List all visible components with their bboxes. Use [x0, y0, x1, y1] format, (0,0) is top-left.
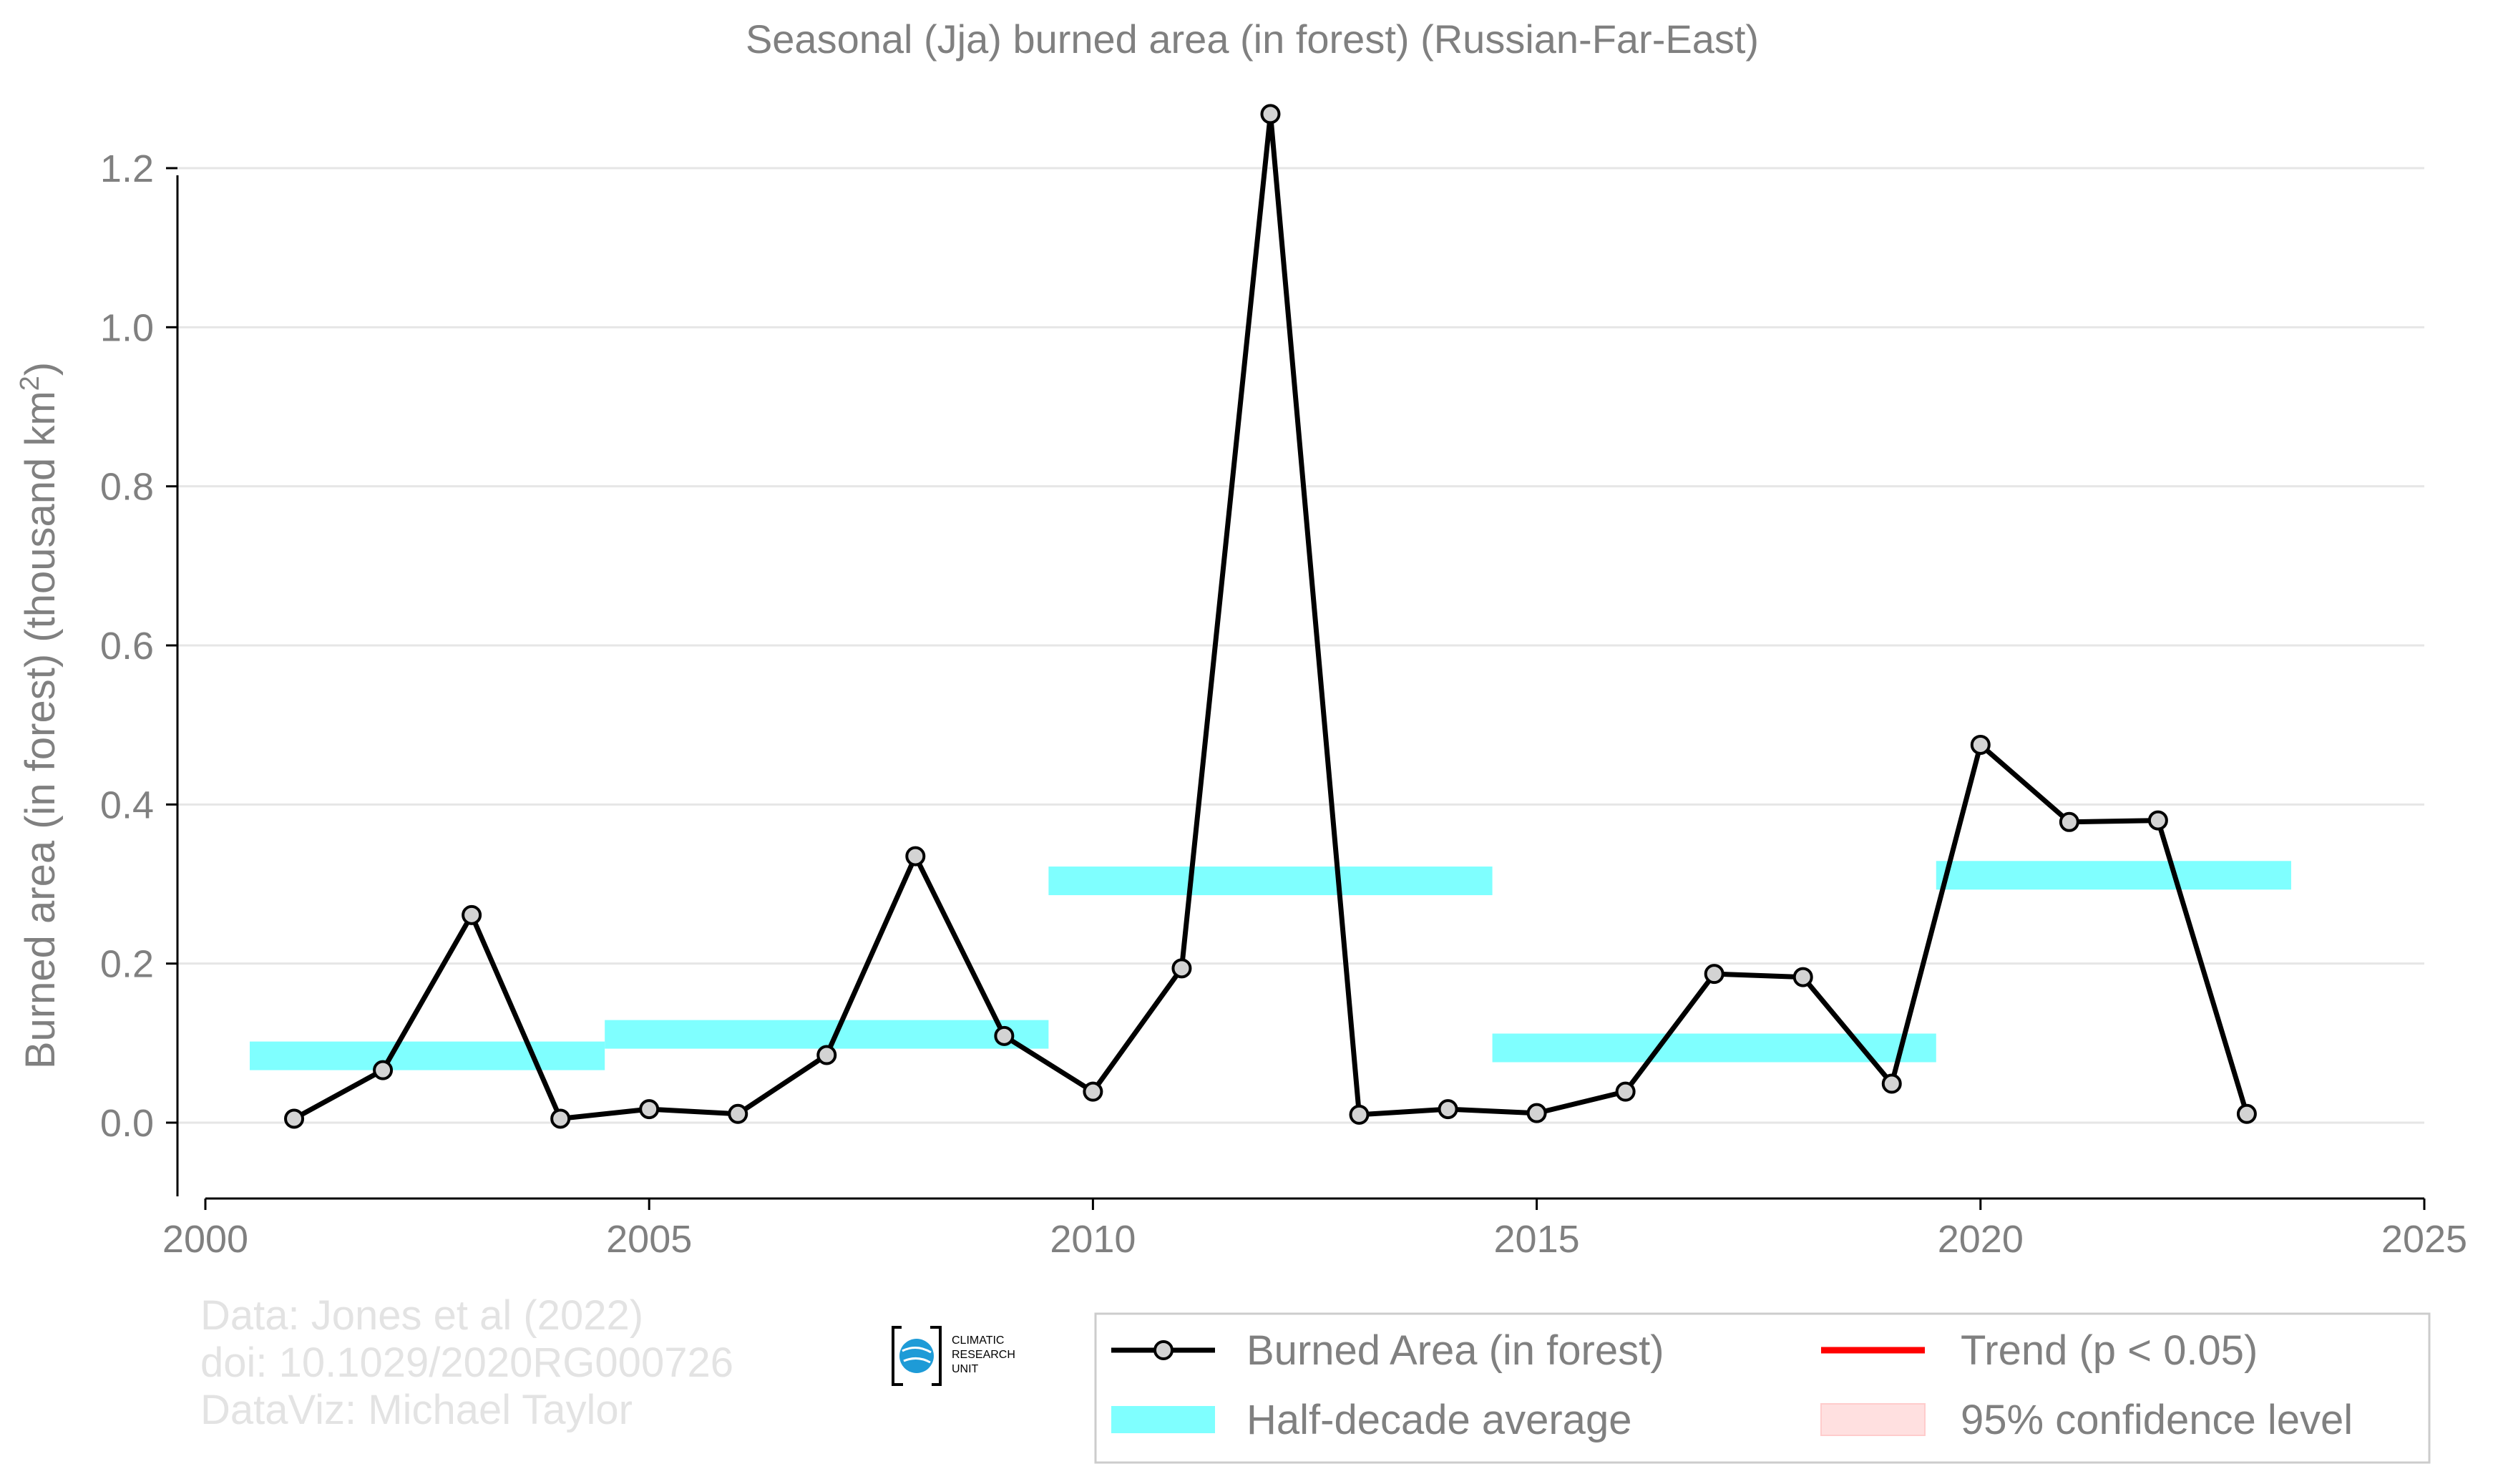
credit-doi: doi: 10.1029/2020RG000726 [200, 1339, 733, 1386]
grid-lines [177, 167, 2424, 1124]
logo-line-3: UNIT [952, 1363, 979, 1375]
logo-line-1: CLIMATIC [952, 1334, 1004, 1347]
x-tick-label: 2015 [1494, 1218, 1580, 1261]
logo-globe-line-icon [903, 1357, 931, 1364]
half-decade-band [605, 1020, 1049, 1049]
data-point [994, 1025, 1015, 1046]
data-point [1526, 1103, 1547, 1123]
x-tick-label: 2025 [2381, 1218, 2467, 1261]
data-point [284, 1108, 305, 1129]
legend-item-trend: Trend (p < 0.05) [1821, 1327, 2258, 1374]
data-point [1438, 1099, 1458, 1120]
half-decade-band [1936, 861, 2291, 890]
y-axis-label: Burned area (in forest) (thousand km2) [15, 362, 64, 1069]
data-point [1970, 734, 1991, 755]
data-point [1704, 964, 1724, 985]
legend-label-trend: Trend (p < 0.05) [1961, 1327, 2258, 1374]
y-tick-label: 0.8 [100, 466, 154, 509]
legend-label-confidence: 95% confidence level [1961, 1397, 2353, 1443]
series-points [284, 104, 2257, 1129]
legend-label-half-decade: Half-decade average [1246, 1397, 1631, 1443]
data-point [1349, 1104, 1370, 1125]
legend-item-half-decade: Half-decade average [1111, 1397, 1631, 1443]
data-point [1792, 967, 1813, 987]
y-tick-label: 0.0 [100, 1102, 154, 1145]
logo-bracket-right-icon [930, 1326, 942, 1386]
data-point [816, 1045, 837, 1065]
chart-title: Seasonal (Jja) burned area (in forest) (… [746, 16, 1759, 62]
credits: Data: Jones et al (2022) doi: 10.1029/20… [200, 1292, 733, 1433]
data-point [728, 1103, 748, 1124]
data-point [2059, 811, 2079, 832]
data-point [639, 1099, 660, 1120]
data-point [1171, 958, 1192, 979]
data-point [2236, 1103, 2257, 1124]
data-point [1260, 104, 1281, 125]
credit-dataviz: DataViz: Michael Taylor [200, 1387, 633, 1433]
data-point [1881, 1073, 1902, 1094]
legend-item-burned-area: Burned Area (in forest) [1111, 1327, 1664, 1374]
data-point [550, 1108, 571, 1129]
data-point [905, 846, 926, 867]
legend-marker-icon [1153, 1340, 1174, 1360]
x-tick-label: 2005 [606, 1218, 692, 1261]
data-point [462, 904, 482, 925]
data-point [1083, 1081, 1103, 1102]
data-point [2147, 810, 2168, 831]
legend: Burned Area (in forest) Trend (p < 0.05)… [1094, 1312, 2431, 1464]
legend-label-burned-area: Burned Area (in forest) [1246, 1327, 1664, 1374]
legend-box [1094, 1312, 2431, 1464]
legend-patch-icon [1820, 1403, 1926, 1436]
x-tick-label: 2020 [1938, 1218, 2024, 1261]
y-tick-label: 0.4 [100, 784, 154, 826]
logo-globe-line-icon [902, 1347, 932, 1354]
y-axis-label-close: ) [17, 362, 64, 376]
data-point [1615, 1081, 1636, 1102]
half-decade-band [250, 1041, 605, 1070]
y-tick-label: 0.2 [100, 943, 154, 986]
credit-data-source: Data: Jones et al (2022) [200, 1292, 643, 1339]
x-axis: 2000 2005 2010 2015 2020 2025 [162, 1197, 2467, 1261]
y-axis-label-superscript: 2 [15, 376, 45, 391]
y-tick-label: 1.2 [100, 147, 154, 190]
half-decade-band [1048, 867, 1493, 896]
y-axis-label-main: Burned area (in forest) (thousand km [17, 391, 64, 1069]
logo-globe-icon [899, 1339, 934, 1373]
x-tick-label: 2000 [162, 1218, 248, 1261]
x-tick-label: 2010 [1050, 1218, 1136, 1261]
logo-bracket-left-icon [892, 1326, 903, 1386]
logo-line-2: RESEARCH [952, 1349, 1015, 1361]
y-axis: 0.0 0.2 0.4 0.6 0.8 1.0 1.2 [100, 147, 179, 1196]
legend-item-confidence: 95% confidence level [1820, 1397, 2353, 1443]
y-tick-label: 0.6 [100, 625, 154, 668]
data-point [373, 1060, 394, 1080]
y-tick-label: 1.0 [100, 306, 154, 349]
legend-band-icon [1111, 1406, 1215, 1433]
climatic-research-unit-logo: CLIMATIC RESEARCH UNIT [892, 1326, 1015, 1386]
